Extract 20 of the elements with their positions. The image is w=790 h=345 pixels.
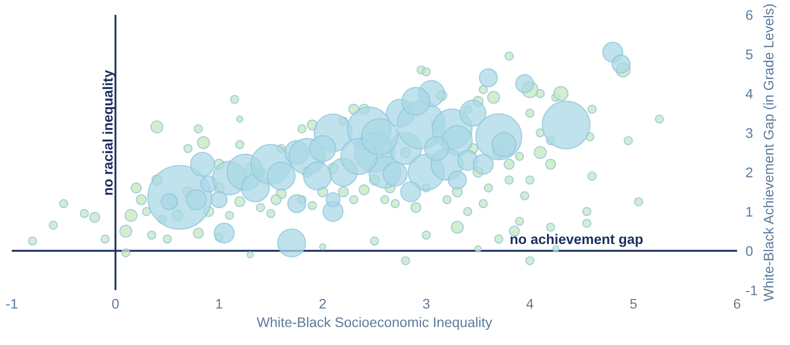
- x-tick-label: 0: [112, 298, 119, 309]
- x-tick-label: 2: [319, 298, 326, 309]
- y-axis-title: White-Black Achievement Gap (in Grade Levels): [763, 4, 776, 302]
- x-tick-label: 5: [630, 298, 637, 309]
- y-tick-label: 1: [746, 206, 752, 217]
- y-tick-label: 6: [746, 10, 753, 20]
- y-tick-label: 2: [746, 167, 752, 178]
- y-tick-label: 5: [746, 50, 753, 60]
- x-tick-label: 6: [734, 298, 740, 309]
- y-tick-label: 4: [746, 88, 753, 99]
- x-tick-label: 4: [526, 298, 534, 309]
- y-tick-label: 0: [746, 246, 753, 256]
- x-tick-label: 3: [422, 298, 430, 309]
- ref-line-label: no achievement gap: [510, 234, 643, 247]
- y-tick-label: 3: [746, 128, 753, 138]
- x-tick-label: 1: [216, 298, 222, 309]
- x-tick-label: -1: [6, 298, 18, 309]
- ref-line-label: no racial inequality: [102, 70, 116, 195]
- x-axis-title: White-Black Socioeconomic Inequality: [256, 316, 492, 330]
- y-tick-label: -1: [746, 286, 758, 296]
